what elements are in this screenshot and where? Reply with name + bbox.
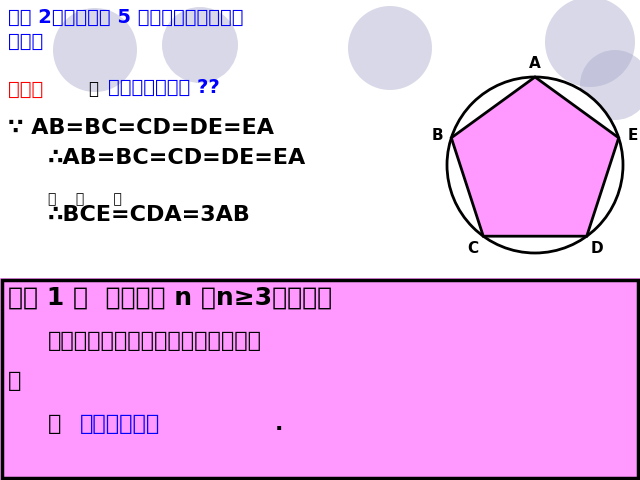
- Text: ⌢: ⌢: [88, 80, 98, 98]
- Text: C: C: [468, 240, 479, 256]
- Text: ∴AB=BC=CD=DE=EA: ∴AB=BC=CD=DE=EA: [48, 148, 307, 168]
- Text: ⌢    ⌢      ⌢: ⌢ ⌢ ⌢: [48, 192, 122, 206]
- Text: 圆: 圆: [8, 371, 21, 391]
- Text: B: B: [431, 128, 443, 144]
- Text: 内接正多边形: 内接正多边形: [80, 414, 160, 434]
- Circle shape: [162, 7, 238, 83]
- Bar: [0, 278, 640, 480]
- Bar: [0, 0, 640, 278]
- Text: 依次连结各分点所得的多边形是这个: 依次连结各分点所得的多边形是这个: [48, 331, 262, 351]
- Circle shape: [545, 0, 635, 87]
- Text: ∴BCE=CDA=3AB: ∴BCE=CDA=3AB: [48, 205, 251, 225]
- Circle shape: [53, 8, 137, 92]
- Circle shape: [447, 77, 623, 253]
- Text: E: E: [627, 128, 638, 144]
- Text: 思考 2：把一个圆 5 等分，并依次连接这: 思考 2：把一个圆 5 等分，并依次连接这: [8, 8, 243, 27]
- Text: 定理 1 ：  把圆分成 n （n≥3）等份：: 定理 1 ： 把圆分成 n （n≥3）等份：: [8, 286, 332, 310]
- Text: 的: 的: [48, 414, 61, 434]
- Text: A: A: [529, 56, 541, 71]
- Text: 得到正多边形吗 ??: 得到正多边形吗 ??: [108, 78, 220, 97]
- Circle shape: [348, 6, 432, 90]
- Text: .: .: [275, 414, 284, 434]
- Text: D: D: [591, 240, 603, 256]
- Circle shape: [580, 50, 640, 120]
- Polygon shape: [451, 77, 619, 236]
- Bar: [2, 280, 638, 478]
- Text: 证明：: 证明：: [8, 80, 44, 99]
- Text: ∵ AB=BC=CD=DE=EA: ∵ AB=BC=CD=DE=EA: [8, 118, 274, 138]
- Text: 些点，: 些点，: [8, 32, 44, 51]
